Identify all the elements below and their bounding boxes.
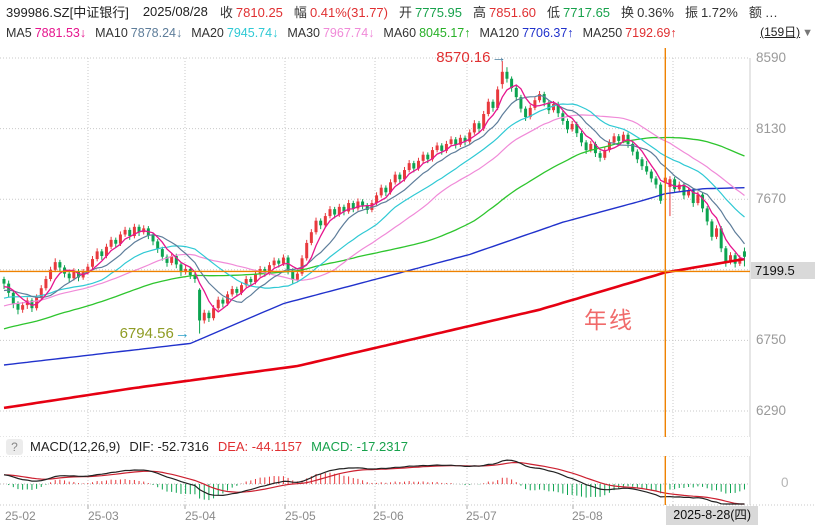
quote-fields: 收 7810.25 幅 0.41%(31.77) 开 7775.95 高 7851.60 低 77… [220, 2, 789, 21]
crosshair-date-badge: 2025-8-28(四) [666, 506, 759, 525]
quote-field: 换 0.36% [621, 5, 674, 20]
ma-legend-item: MA5 7881.53↓ [6, 26, 87, 40]
ma-legend-item: MA120 7706.37↑ [479, 26, 574, 40]
quote-field: 高 7851.60 [473, 5, 537, 20]
year-line-annotation: 年线 [584, 307, 634, 333]
arrow-right-icon: → [174, 324, 190, 342]
range-selector[interactable]: (159日) ▼ [760, 23, 813, 43]
ma-legend-item: MA250 7192.69↑ [582, 26, 677, 40]
quote-field: 开 7775.95 [399, 5, 463, 20]
high-price-annotation: 8570.16→ [436, 49, 507, 67]
candlestick-chart[interactable] [0, 44, 815, 527]
y-axis-label: 6750 [756, 332, 787, 348]
macd-indicator-name[interactable]: MACD(12,26,9) [30, 439, 121, 454]
ma-legend-item: MA60 8045.17↑ [383, 26, 471, 40]
macd-header: ? MACD(12,26,9) DIF: -52.7316 DEA: -44.1… [0, 437, 750, 456]
ma-legend-item: MA10 7878.24↓ [95, 26, 183, 40]
quote-field: 收 7810.25 [219, 5, 283, 20]
quote-field: 振 1.72% [684, 5, 738, 20]
y-axis-label: 6290 [756, 403, 787, 418]
x-axis-label: 25-02 [5, 509, 36, 523]
macd-macd-value: MACD: -17.2317 [311, 439, 408, 454]
chart-canvas [0, 48, 815, 509]
y-axis-label: 8130 [756, 120, 787, 136]
x-axis-label: 25-07 [466, 509, 497, 523]
quote-header: 399986.SZ[中证银行] 2025/08/28 收 7810.25 幅 0.41… [0, 0, 815, 23]
quote-date: 2025/08/28 [142, 4, 208, 19]
x-axis-label: 25-04 [185, 509, 216, 523]
low-price-annotation: 6794.56→ [119, 324, 190, 342]
x-axis-label: 25-08 [572, 509, 603, 523]
ma-legend-item: MA20 7945.74↓ [191, 26, 279, 40]
help-icon[interactable]: ? [6, 438, 23, 455]
x-axis-label: 25-03 [88, 509, 119, 523]
quote-field: 低 7717.65 [547, 5, 611, 20]
symbol-name: 399986.SZ[中证银行] [6, 5, 129, 20]
crosshair-price-badge: 7199.5 [751, 262, 815, 280]
x-axis-label: 25-06 [373, 509, 404, 523]
x-axis-label: 25-05 [285, 509, 316, 523]
macd-zero-label: 0 [781, 475, 789, 490]
quote-field: 幅 0.41%(31.77) [293, 5, 388, 20]
y-axis-label: 7670 [756, 191, 787, 207]
chevron-down-icon[interactable]: ▼ [802, 27, 813, 39]
arrow-right-icon: → [491, 49, 507, 67]
ma-legend: MA5 7881.53↓ MA10 7878.24↓ MA20 7945.74↓ MA30 7… [0, 22, 815, 44]
macd-dea-value: DEA: -44.1157 [217, 439, 303, 454]
range-label[interactable]: (159日) [760, 25, 801, 39]
quote-field: 额… [748, 5, 778, 20]
ma-values: MA5 7881.53↓ MA10 7878.24↓ MA20 7945.74↓ MA30 7… [6, 26, 686, 40]
ma-legend-item: MA30 7967.74↓ [287, 26, 375, 40]
macd-dif-value: DIF: -52.7316 [129, 439, 209, 454]
y-axis-label: 8590 [756, 50, 787, 65]
